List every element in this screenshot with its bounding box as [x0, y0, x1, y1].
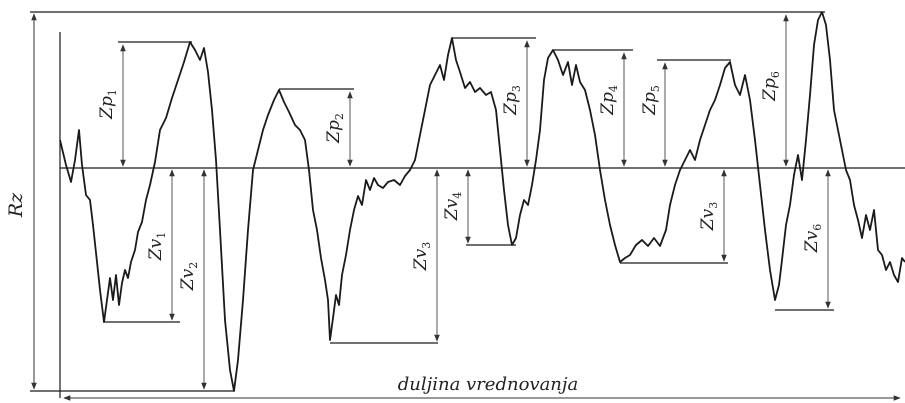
zp1-label: Zp1 [97, 89, 119, 120]
zv1-label: Zv1 [146, 232, 168, 261]
zv5-label: Zv3 [698, 202, 720, 231]
zp2-label: Zp2 [324, 113, 346, 144]
roughness-profile [59, 11, 905, 392]
zv2-label: Zv2 [178, 262, 200, 291]
zp3-label: Zp3 [501, 85, 523, 116]
zv6-label: Zv6 [802, 224, 824, 253]
zp5-label: Zp5 [640, 85, 662, 116]
rz-label: Rz [5, 192, 27, 218]
zp4-label: Zp4 [598, 85, 620, 116]
length-label: duljina vrednovanja [398, 374, 578, 395]
zp6-label: Zp6 [760, 71, 782, 102]
zv3-label: Zv3 [411, 242, 433, 271]
zv4-label: Zv4 [442, 192, 464, 221]
